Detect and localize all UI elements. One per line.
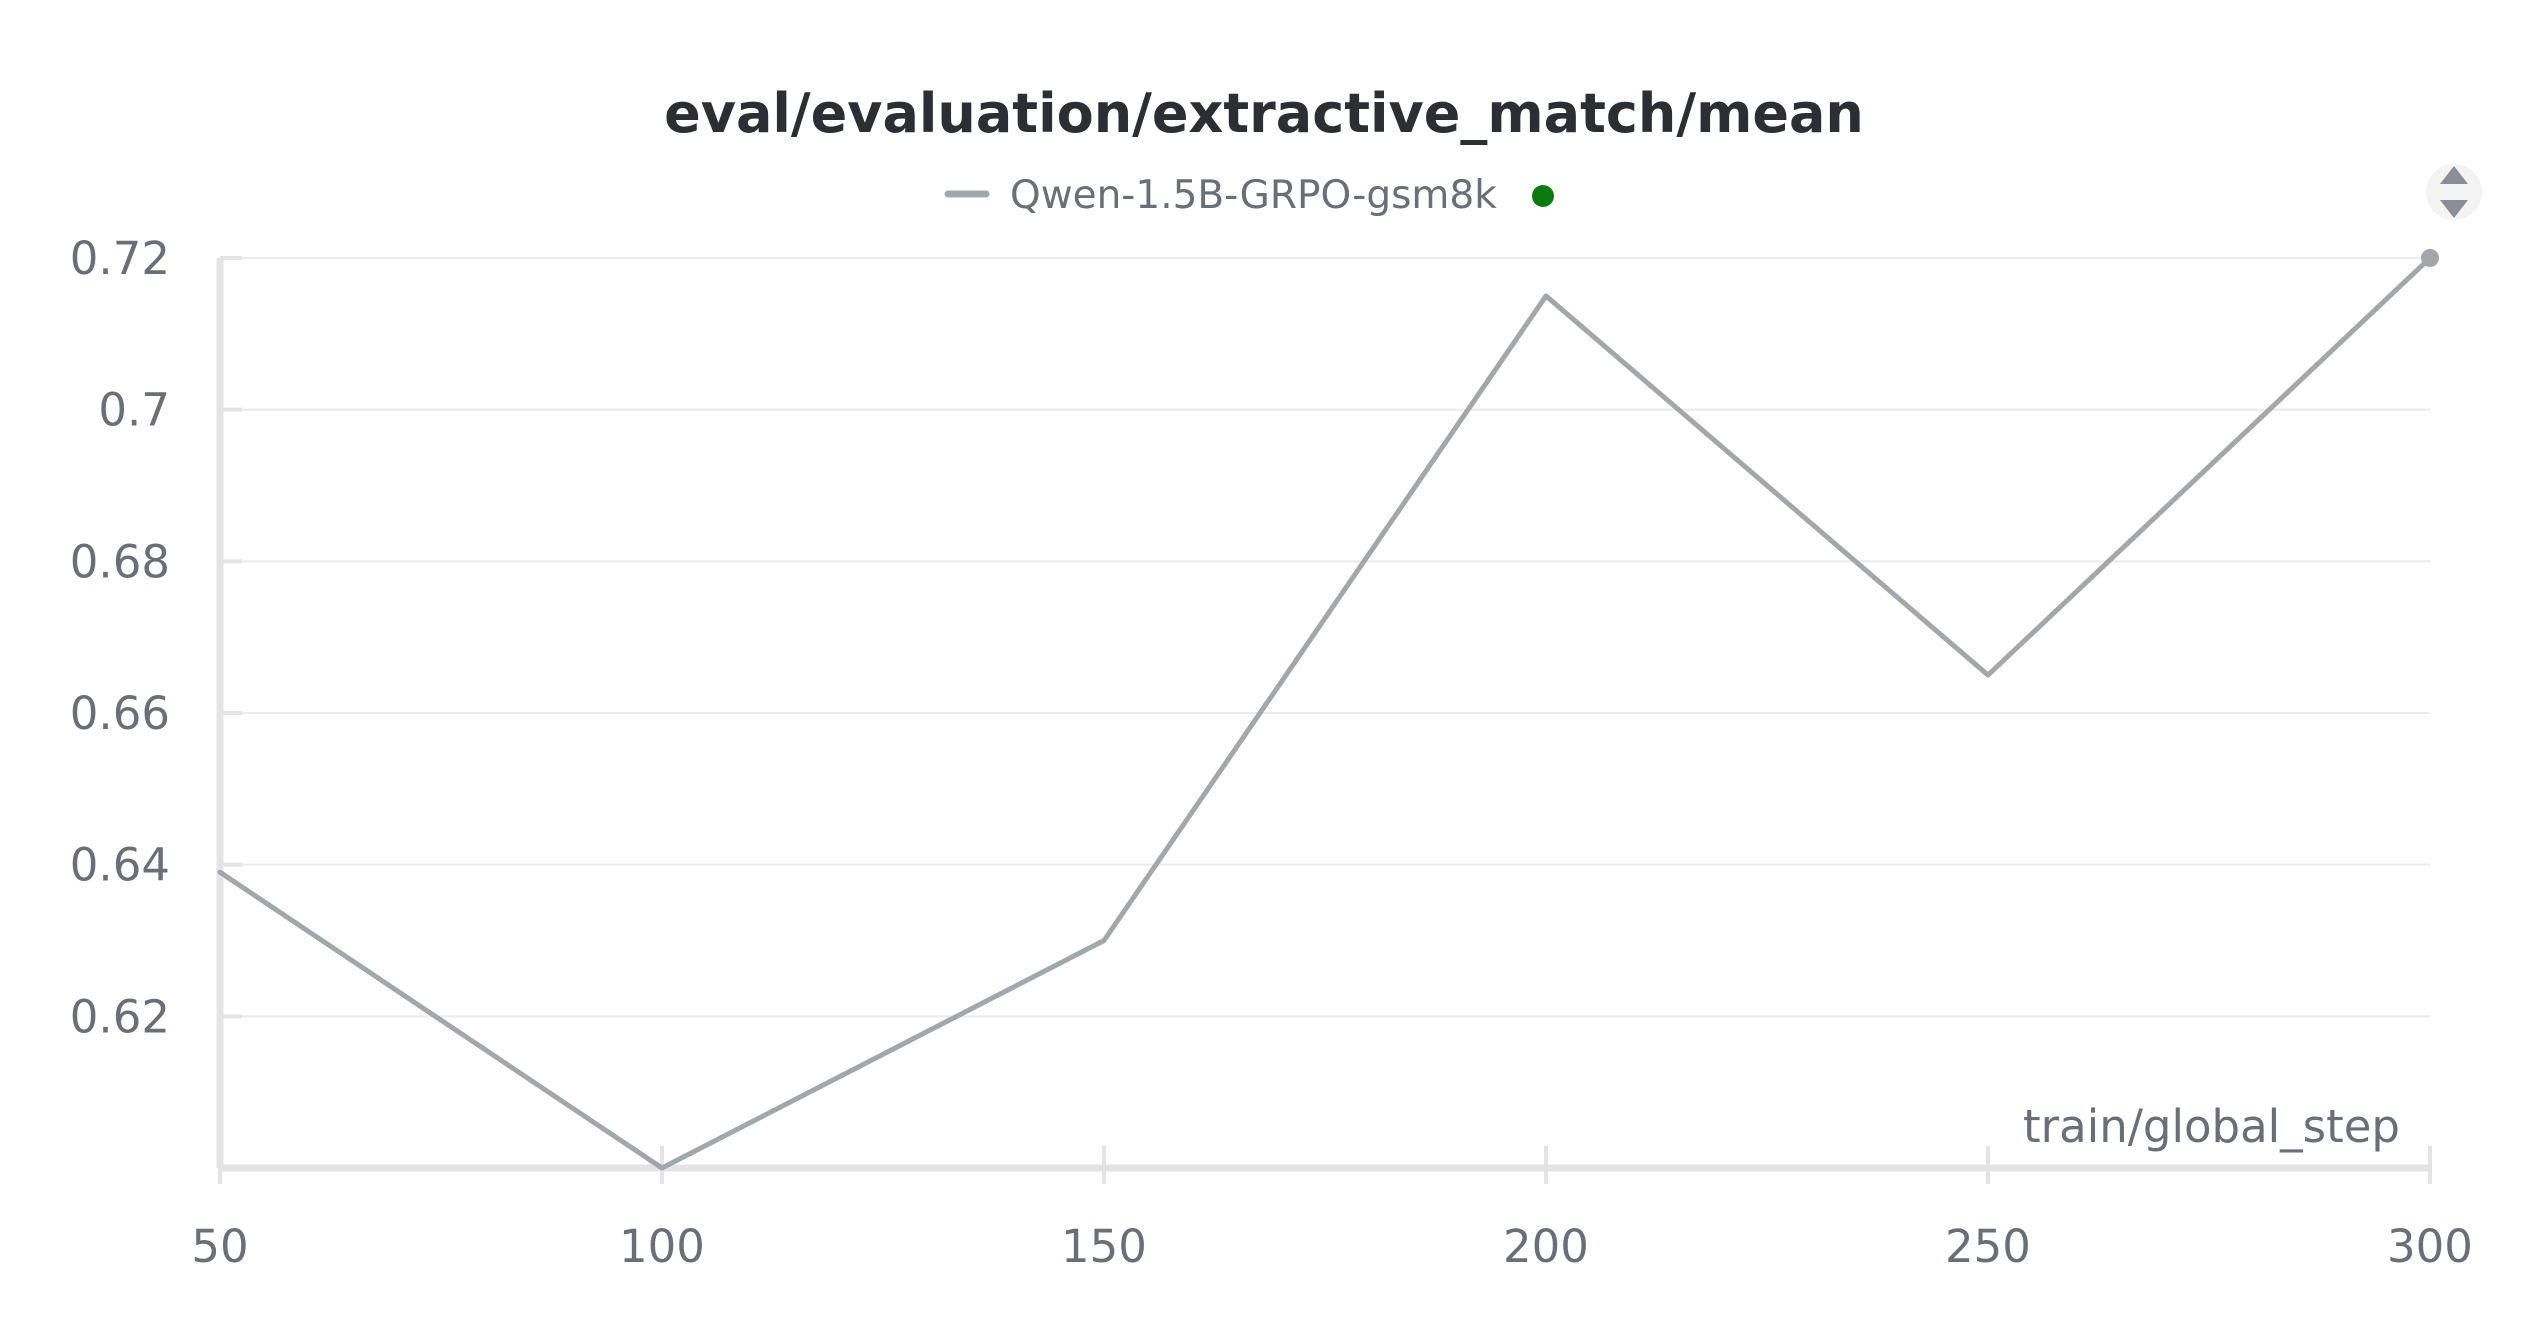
- data-point[interactable]: [659, 1165, 665, 1171]
- y-tick-label: 0.7: [98, 384, 170, 437]
- y-axis-ticks: 0.62 0.64 0.66 0.68 0.7 0.72: [70, 232, 242, 1043]
- run-status-dot: [1532, 185, 1554, 207]
- legend-series-name: Qwen-1.5B-GRPO-gsm8k: [1010, 173, 1497, 218]
- data-point[interactable]: [1985, 672, 1991, 678]
- x-tick-label: 50: [191, 1220, 248, 1273]
- chevron-down-icon[interactable]: [2440, 200, 2468, 218]
- data-point[interactable]: [1543, 293, 1549, 299]
- y-tick-label: 0.62: [70, 990, 170, 1043]
- y-tick-label: 0.66: [70, 687, 170, 740]
- x-tick-label: 300: [2387, 1220, 2473, 1273]
- chart-title: eval/evaluation/extractive_match/mean: [664, 82, 1864, 145]
- x-axis-ticks: 50 100 150 200 250 300: [191, 1146, 2473, 1273]
- chevron-up-icon[interactable]: [2440, 166, 2468, 184]
- x-tick-label: 100: [619, 1220, 705, 1273]
- x-tick-label: 150: [1061, 1220, 1147, 1273]
- y-tick-label: 0.72: [70, 232, 170, 285]
- legend[interactable]: Qwen-1.5B-GRPO-gsm8k: [944, 173, 1554, 218]
- x-tick-label: 200: [1503, 1220, 1589, 1273]
- legend-scroll-button[interactable]: [2426, 164, 2482, 220]
- grid: [220, 257, 2430, 1018]
- data-point[interactable]: [1101, 938, 1107, 944]
- series: [217, 249, 2439, 1171]
- x-tick-label: 250: [1945, 1220, 2031, 1273]
- y-tick-label: 0.64: [70, 839, 170, 892]
- legend-scroll-control[interactable]: [2426, 164, 2482, 220]
- data-point[interactable]: [2421, 249, 2439, 267]
- data-point[interactable]: [217, 869, 223, 875]
- series-line[interactable]: [217, 255, 2433, 1171]
- x-axis-label: train/global_step: [2023, 1100, 2400, 1153]
- y-tick-label: 0.68: [70, 535, 170, 588]
